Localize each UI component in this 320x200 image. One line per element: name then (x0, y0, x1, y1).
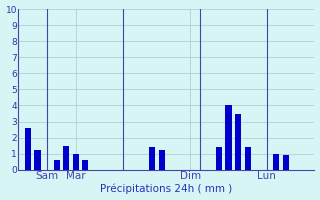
Bar (35, 150, 41, 170)
Bar (73, 154, 79, 170)
Bar (149, 147, 155, 170)
Bar (53, 160, 60, 170)
Bar (235, 114, 241, 170)
Bar (283, 155, 289, 170)
Bar (63, 146, 69, 170)
X-axis label: Précipitations 24h ( mm ): Précipitations 24h ( mm ) (100, 184, 233, 194)
Bar (225, 105, 232, 170)
Bar (216, 147, 222, 170)
Bar (159, 150, 165, 170)
Bar (244, 147, 251, 170)
Bar (82, 160, 88, 170)
Bar (25, 128, 31, 170)
Bar (273, 154, 279, 170)
